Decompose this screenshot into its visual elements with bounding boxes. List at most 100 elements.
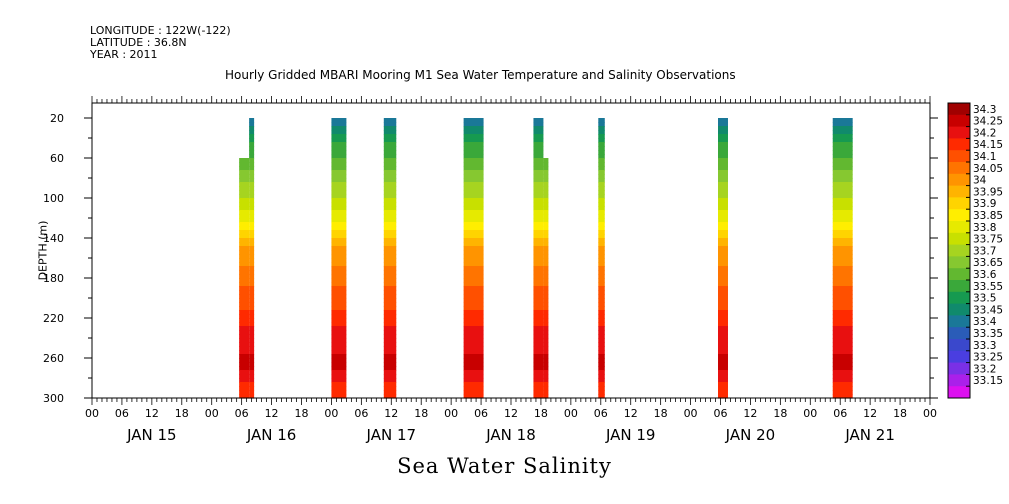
salinity-cell	[543, 210, 549, 215]
salinity-cell	[239, 158, 250, 163]
salinity-cell	[832, 326, 853, 331]
x-tick-label: 00	[205, 407, 219, 420]
salinity-cell	[239, 230, 250, 235]
salinity-cell	[543, 222, 549, 227]
salinity-cell	[533, 326, 544, 331]
salinity-cell	[718, 210, 728, 215]
salinity-cell	[598, 138, 605, 143]
salinity-cell	[239, 302, 250, 307]
salinity-cell	[832, 362, 853, 367]
salinity-cell	[533, 330, 544, 335]
salinity-cell	[463, 278, 484, 283]
salinity-cell	[832, 126, 853, 131]
salinity-cell	[533, 158, 544, 163]
salinity-cell	[331, 122, 347, 127]
salinity-cell	[463, 302, 484, 307]
salinity-cell	[463, 386, 484, 391]
salinity-cell	[543, 282, 549, 287]
salinity-cell	[718, 246, 728, 251]
salinity-cell	[383, 202, 397, 207]
colorbar-swatch	[948, 114, 970, 127]
salinity-cell	[249, 290, 255, 295]
salinity-cell	[543, 182, 549, 187]
salinity-cell	[598, 294, 605, 299]
colorbar-label: 34.3	[973, 104, 996, 116]
salinity-cell	[249, 170, 255, 175]
salinity-cell	[718, 346, 728, 351]
salinity-cell	[832, 158, 853, 163]
salinity-cell	[249, 302, 255, 307]
salinity-cell	[331, 298, 347, 303]
salinity-cell	[239, 270, 250, 275]
salinity-cell	[331, 118, 347, 123]
salinity-cell	[239, 234, 250, 239]
colorbar-swatch	[948, 221, 970, 234]
salinity-cell	[463, 146, 484, 151]
colorbar-swatch	[948, 150, 970, 163]
salinity-cell	[331, 166, 347, 171]
salinity-cell	[718, 126, 728, 131]
salinity-cell	[718, 214, 728, 219]
salinity-cell	[533, 126, 544, 131]
salinity-cell	[832, 234, 853, 239]
colorbar-label: 33.9	[973, 198, 996, 210]
salinity-cell	[249, 218, 255, 223]
salinity-cell	[331, 210, 347, 215]
salinity-cell	[239, 294, 250, 299]
salinity-cell	[533, 354, 544, 359]
x-tick-label: 06	[833, 407, 847, 420]
salinity-cell	[718, 142, 728, 147]
colorbar-label: 34.2	[973, 127, 996, 139]
x-tick-label: 12	[265, 407, 279, 420]
salinity-cell	[239, 386, 250, 391]
x-tick-label: 12	[624, 407, 638, 420]
salinity-cell	[598, 170, 605, 175]
salinity-cell	[832, 254, 853, 259]
salinity-cell	[463, 274, 484, 279]
salinity-cell	[239, 198, 250, 203]
colorbar-label: 33.25	[973, 352, 1003, 364]
salinity-cell	[533, 254, 544, 259]
salinity-cell	[718, 218, 728, 223]
salinity-cell	[249, 190, 255, 195]
salinity-cell	[463, 154, 484, 159]
salinity-cell	[383, 354, 397, 359]
observation-column	[718, 118, 728, 399]
salinity-cell	[832, 186, 853, 191]
salinity-cell	[383, 126, 397, 131]
salinity-cell	[543, 162, 549, 167]
salinity-cell	[383, 306, 397, 311]
salinity-cell	[718, 198, 728, 203]
salinity-cell	[383, 214, 397, 219]
salinity-cell	[533, 362, 544, 367]
salinity-cell	[383, 382, 397, 387]
salinity-cell	[383, 174, 397, 179]
salinity-cell	[239, 334, 250, 339]
salinity-cell	[718, 310, 728, 315]
x-day-label: JAN 17	[366, 426, 417, 444]
salinity-cell	[239, 322, 250, 327]
salinity-cell	[832, 178, 853, 183]
salinity-cell	[832, 318, 853, 323]
salinity-cell	[331, 302, 347, 307]
salinity-cell	[718, 290, 728, 295]
colorbar-label: 34.1	[973, 151, 996, 163]
x-tick-label: 00	[85, 407, 99, 420]
salinity-cell	[239, 274, 250, 279]
salinity-cell	[331, 146, 347, 151]
salinity-cell	[331, 238, 347, 243]
salinity-cell	[463, 210, 484, 215]
salinity-cell	[249, 150, 255, 155]
salinity-cell	[331, 254, 347, 259]
salinity-cell	[718, 150, 728, 155]
colorbar-label: 33.55	[973, 281, 1003, 293]
salinity-cell	[598, 274, 605, 279]
salinity-cell	[533, 350, 544, 355]
salinity-cell	[383, 222, 397, 227]
salinity-cell	[249, 346, 255, 351]
salinity-cell	[249, 394, 255, 399]
salinity-cell	[598, 130, 605, 135]
salinity-cell	[533, 278, 544, 283]
salinity-cell	[463, 254, 484, 259]
salinity-cell	[543, 358, 549, 363]
